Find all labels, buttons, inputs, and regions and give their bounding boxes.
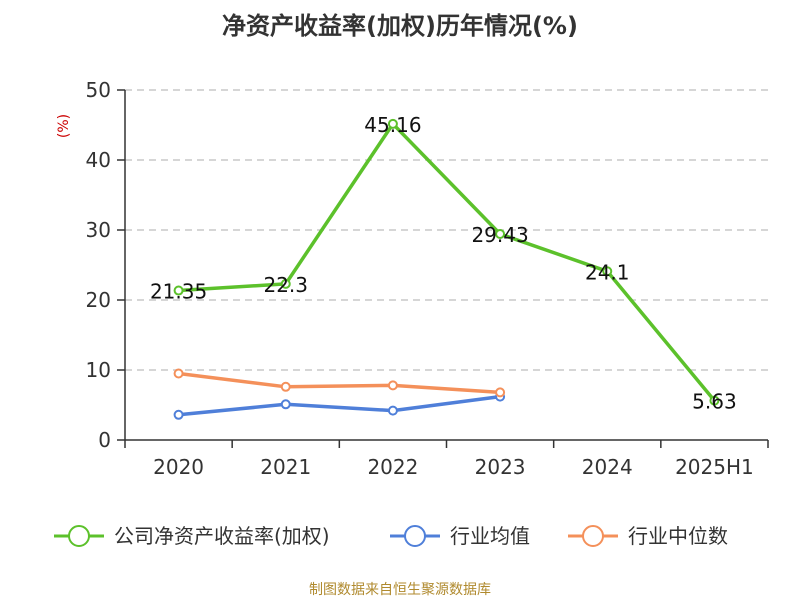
data-labels: 21.35 22.3 45.16 29.43 24.1 5.63 (150, 113, 737, 414)
series-line (178, 122, 716, 402)
data-label: 29.43 (471, 223, 528, 247)
data-point (280, 278, 291, 289)
data-point (709, 395, 720, 406)
data-point (495, 387, 506, 398)
series-line (178, 371, 501, 395)
y-tick-label: 10 (86, 358, 111, 382)
data-point (387, 380, 398, 391)
source-note: 制图数据来自恒生聚源数据库 (309, 582, 491, 598)
data-point (173, 368, 184, 379)
legend-marker-icon (68, 525, 90, 547)
y-axis-unit-label: (%) (56, 114, 72, 138)
y-tick-label: 20 (86, 288, 111, 312)
series-layer (173, 118, 720, 420)
legend-marker-icon (582, 525, 604, 547)
axes: 0 10 20 30 40 50 2020 2021 2022 2023 2024 2025H1 (86, 78, 769, 479)
data-label: 21.35 (150, 280, 207, 304)
x-tick-label: 2025H1 (675, 455, 754, 479)
data-label: 45.16 (364, 113, 421, 137)
legend-marker-icon (404, 525, 426, 547)
x-tick-label: 2020 (153, 455, 204, 479)
legend-label: 行业均值 (450, 524, 530, 548)
data-point (602, 266, 613, 277)
legend: 公司净资产收益率(加权) 行业均值 行业中位数 (54, 524, 728, 548)
legend-label: 行业中位数 (628, 524, 728, 548)
x-tick-label: 2024 (582, 455, 633, 479)
x-tick-label: 2023 (475, 455, 526, 479)
data-point (173, 409, 184, 420)
data-label: 5.63 (692, 390, 737, 414)
data-point (173, 285, 184, 296)
data-point (280, 399, 291, 410)
series-line (178, 394, 501, 417)
y-tick-label: 40 (86, 148, 111, 172)
data-label: 22.3 (263, 273, 308, 297)
y-tick-label: 30 (86, 218, 111, 242)
data-label: 24.1 (585, 260, 630, 284)
x-tick-label: 2022 (367, 455, 418, 479)
data-point (280, 381, 291, 392)
chart-title: 净资产收益率(加权)历年情况(%) (222, 12, 578, 40)
data-point (495, 228, 506, 239)
data-point (387, 405, 398, 416)
legend-label: 公司净资产收益率(加权) (114, 524, 330, 548)
gridlines (125, 89, 768, 371)
y-tick-label: 50 (86, 78, 111, 102)
data-point (387, 118, 398, 129)
x-tick-label: 2021 (260, 455, 311, 479)
y-tick-label: 0 (98, 428, 111, 452)
